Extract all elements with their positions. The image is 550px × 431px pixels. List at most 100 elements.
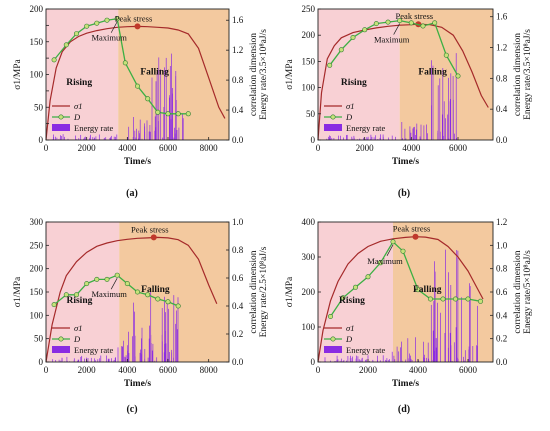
dimension-point (340, 295, 346, 301)
peak-stress-annotation: Peak stress (393, 224, 431, 234)
x-axis-label: Time/s (392, 157, 420, 167)
dimension-point (155, 296, 161, 302)
maximum-annotation: Maximum (91, 33, 127, 43)
stress-curve (317, 236, 484, 363)
dimension-point (415, 287, 421, 293)
y2-tick-label: 0.0 (496, 357, 508, 367)
legend-dimension-label: D (73, 334, 81, 344)
x-axis-label: Time/s (124, 157, 152, 167)
y-tick-label: 50 (306, 109, 316, 119)
legend-stress-label: σ1 (74, 101, 82, 111)
y2-tick-label: 0.6 (232, 273, 244, 283)
dimension-point (145, 292, 151, 298)
x-tick-label: 0 (44, 143, 49, 153)
y-tick-label: 100 (30, 310, 44, 320)
y2-tick-label: 1.0 (496, 240, 508, 250)
panel-caption: (c) (126, 404, 137, 415)
dimension-point (390, 239, 396, 245)
x-tick-label: 4000 (118, 143, 137, 153)
y-tick-label: 0 (39, 357, 44, 367)
dimension-point (440, 296, 446, 302)
legend-energy-label: Energy rate (346, 345, 385, 355)
legend-dimension-marker (330, 336, 336, 342)
dimension-point (63, 292, 69, 298)
y-tick-label: 100 (302, 322, 316, 332)
y2-tick-label: 1.6 (496, 12, 508, 22)
y-tick-label: 150 (302, 56, 316, 66)
dimension-point (400, 248, 406, 254)
y2-tick-label: 1.0 (232, 217, 244, 227)
legend-dimension-marker (58, 114, 64, 120)
falling-label: Falling (413, 285, 442, 295)
y-tick-label: 100 (302, 83, 316, 93)
peak-stress-marker (412, 233, 419, 240)
y2-tick-label: 0.2 (496, 334, 507, 344)
y-tick-label: 300 (30, 217, 44, 227)
y-tick-label: 0 (39, 135, 44, 145)
dimension-point (114, 272, 120, 278)
legend-dimension-marker (58, 336, 64, 342)
falling-label: Falling (140, 68, 169, 78)
y2-tick-label: 0.8 (496, 73, 508, 83)
y2-axis-label-energy: Energy rate/5×10⁸aJ/s (523, 250, 533, 334)
legend-energy-swatch (324, 346, 342, 353)
x-tick-label: 0 (316, 365, 321, 375)
x-tick-label: 8000 (200, 365, 219, 375)
y2-tick-label: 0.8 (496, 264, 508, 274)
dimension-point (338, 47, 344, 53)
dimension-point (84, 281, 90, 287)
x-tick-label: 6000 (159, 365, 178, 375)
y2-tick-label: 1.2 (496, 217, 507, 227)
dimension-point (124, 281, 130, 287)
stress-curve (317, 23, 489, 141)
y-tick-label: 300 (302, 252, 316, 262)
dimension-point (373, 21, 379, 27)
y-tick-label: 200 (30, 4, 44, 14)
dimension-point (365, 274, 371, 280)
maximum-arrow (110, 278, 118, 290)
y2-axis-label-dimension: correlation dimension (513, 33, 523, 116)
legend-stress-label: σ1 (346, 101, 354, 111)
x-axis-label: Time/s (124, 379, 152, 389)
peak-stress-annotation: Peak stress (115, 13, 153, 23)
dimension-point (465, 296, 471, 302)
dimension-point (135, 83, 141, 89)
x-axis-label: Time/s (392, 379, 420, 389)
dimension-point (477, 298, 483, 304)
y-tick-label: 200 (302, 30, 316, 40)
maximum-arrow (386, 244, 394, 257)
dimension-point (427, 296, 433, 302)
dimension-point (455, 73, 461, 79)
stress-curve (45, 236, 218, 363)
dimension-point (114, 16, 120, 22)
dimension-point (135, 289, 141, 295)
panel-c: 0 2000 4000 6000 8000 0 50 100 150 200 250 300 0.0 0.… (13, 217, 269, 415)
x-tick-label: 0 (316, 143, 321, 153)
panel-caption: (b) (398, 188, 410, 199)
y2-tick-label: 1.2 (232, 45, 243, 55)
y-axis-label: σ1/MPa (13, 58, 23, 89)
peak-stress-annotation: Peak stress (131, 224, 169, 234)
y-tick-label: 50 (34, 334, 44, 344)
dimension-point (145, 96, 151, 102)
x-tick-label: 2000 (78, 143, 97, 153)
legend-dimension-label: D (345, 112, 353, 122)
dimension-point (74, 31, 80, 37)
dimension-point (443, 52, 449, 58)
rising-label: Rising (66, 296, 92, 306)
legend-energy-swatch (52, 346, 70, 353)
x-tick-label: 6000 (159, 143, 178, 153)
maximum-arrow (110, 21, 118, 33)
energy-rate-series (326, 53, 458, 140)
y2-tick-label: 0.4 (496, 104, 508, 114)
dimension-point (51, 302, 57, 308)
falling-region (118, 9, 229, 140)
x-tick-label: 2000 (78, 365, 97, 375)
dimension-point (377, 260, 383, 266)
plot-frame (317, 8, 494, 141)
dimension-point (122, 60, 128, 66)
panel-a: 0 2000 4000 6000 8000 0 50 100 150 200 0.0 0.4 0.8 1.… (13, 4, 269, 199)
x-tick-label: 2000 (356, 143, 375, 153)
panel-caption: (d) (398, 404, 410, 415)
y-tick-label: 150 (30, 37, 44, 47)
